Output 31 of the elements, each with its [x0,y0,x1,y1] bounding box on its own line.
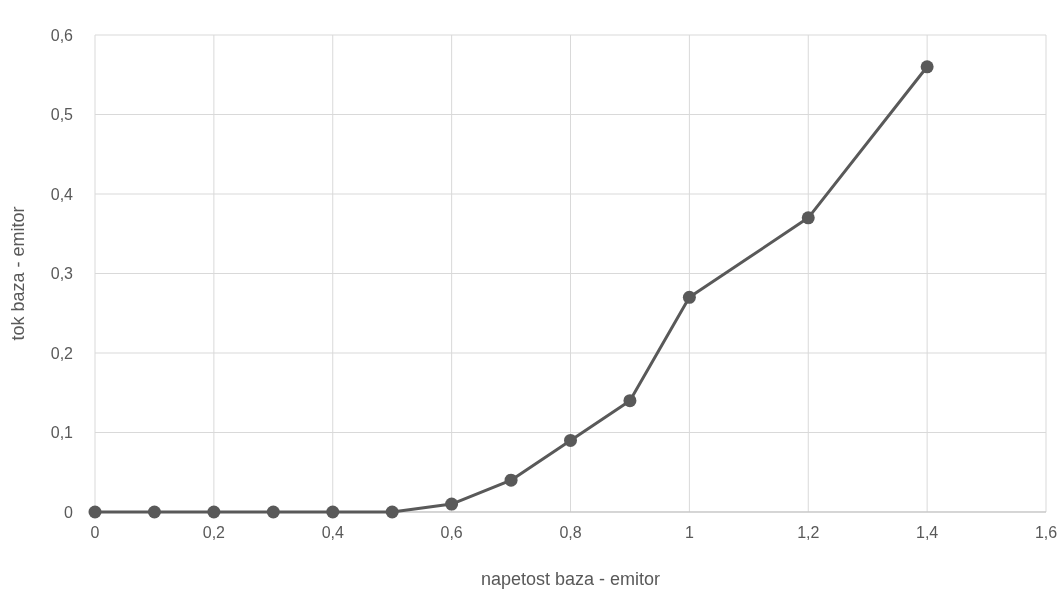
y-tick-label: 0,3 [50,265,74,283]
x-tick-label: 0,8 [559,524,582,541]
point [88,505,102,519]
x-tick-label: 0,6 [440,524,463,541]
point [920,60,934,74]
x-tick-label: 1,2 [797,524,820,541]
y-tick-label: 0,2 [50,344,74,362]
point [147,505,161,519]
point [326,505,340,519]
point [385,505,399,519]
x-tick-label: 0,2 [202,524,226,541]
y-tick-label: 0 [64,503,74,521]
y-tick-label: 0,1 [50,424,74,442]
point [266,505,280,519]
point [207,505,221,519]
point [504,473,518,487]
x-tick-label: 1 [684,524,694,541]
x-tick-label: 0 [90,524,100,541]
point [445,497,459,511]
x-axis-title: napetost baza - emitor [480,569,661,589]
point [801,211,815,225]
point [564,433,577,447]
y-tick-label: 0,4 [50,185,74,203]
y-tick-label: 0,5 [50,106,74,124]
point [623,394,637,408]
x-tick-label: 1,4 [916,524,939,541]
x-tick-label: 0,4 [321,524,344,541]
y-tick-label: 0,6 [50,26,74,44]
y-axis-title: tok baza - emitor [8,206,28,341]
point [682,290,696,304]
x-tick-label: 1,6 [1034,524,1058,541]
